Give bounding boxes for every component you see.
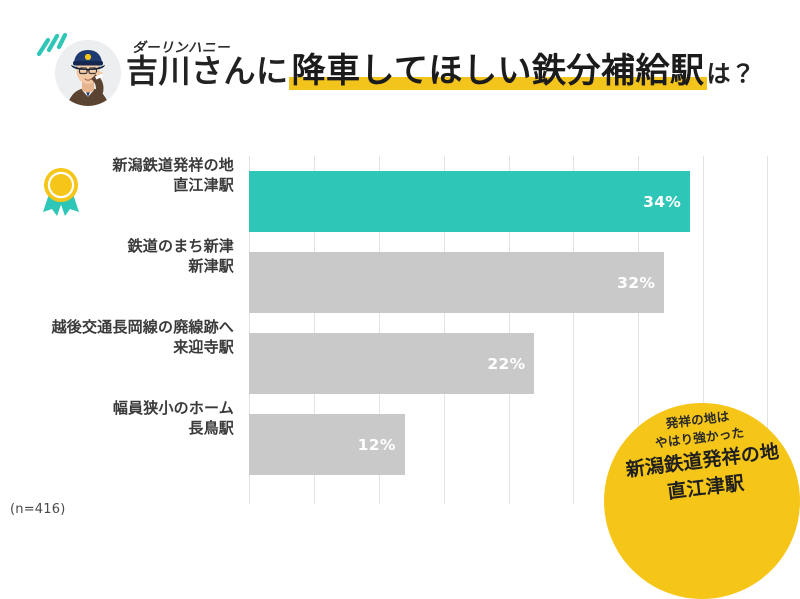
sample-size-note: (n=416) <box>10 502 66 517</box>
bar-row: 32% <box>249 252 768 313</box>
kicker-label: ダーリンハニー <box>132 40 230 55</box>
gridline <box>638 156 639 504</box>
category-label: 幅員狭小のホーム 長鳥駅 <box>4 399 234 439</box>
bar[interactable]: 32% <box>249 252 665 313</box>
bar-row: 22% <box>249 333 768 394</box>
gridline <box>573 156 574 504</box>
gridline <box>249 156 250 504</box>
gridline <box>703 156 704 504</box>
headline-prefix: 吉川さんに <box>126 53 289 89</box>
bar[interactable]: 22% <box>249 333 535 394</box>
winner-badge-text: 発祥の地は やはり強かった 新潟鉄道発祥の地 直江津駅 <box>604 403 800 513</box>
category-label-line2: 来迎寺駅 <box>173 338 234 356</box>
gridline <box>767 156 768 504</box>
winner-badge: 発祥の地は やはり強かった 新潟鉄道発祥の地 直江津駅 <box>604 403 800 599</box>
gridline <box>379 156 380 504</box>
gridline <box>444 156 445 504</box>
bar-row: 34% <box>249 171 768 232</box>
headline-suffix: は？ <box>706 61 756 88</box>
category-label: 鉄道のまち新津 新津駅 <box>4 237 234 277</box>
bar[interactable]: 34% <box>249 171 691 232</box>
avatar-group <box>36 32 121 106</box>
bar-value-label: 32% <box>617 273 656 292</box>
medal-icon <box>38 166 84 220</box>
category-label: 新潟鉄道発祥の地 直江津駅 <box>4 156 234 196</box>
bar-value-label: 12% <box>357 435 396 454</box>
bar-value-label: 34% <box>643 192 682 211</box>
gridline <box>314 156 315 504</box>
plot-area: 34% 32% 22% 12% <box>249 156 768 504</box>
category-label: 越後交通長岡線の廃線跡へ 来迎寺駅 <box>4 318 234 358</box>
category-label-line2: 長鳥駅 <box>188 419 234 437</box>
speed-lines-icon <box>33 28 68 64</box>
bar-value-label: 22% <box>487 354 526 373</box>
title-block: ダーリンハニー 吉川さんに降車してほしい鉄分補給駅は？ <box>126 36 786 116</box>
gridline <box>509 156 510 504</box>
category-label-line2: 新津駅 <box>188 257 234 275</box>
category-label-line1: 新潟鉄道発祥の地 <box>112 157 234 174</box>
category-label-line1: 幅員狭小のホーム <box>112 400 234 417</box>
bar-row: 12% <box>249 414 768 475</box>
category-label-line1: 越後交通長岡線の廃線跡へ <box>51 319 234 336</box>
bar-chart: 新潟鉄道発祥の地 直江津駅 鉄道のまち新津 新津駅 越後交通長岡線の廃線跡へ 来… <box>0 128 800 530</box>
avatar <box>55 40 121 106</box>
page-title: 吉川さんに降車してほしい鉄分補給駅は？ <box>126 52 756 90</box>
header: ダーリンハニー 吉川さんに降車してほしい鉄分補給駅は？ <box>0 0 800 128</box>
headline-highlight: 降車してほしい鉄分補給駅 <box>288 52 707 90</box>
bar[interactable]: 12% <box>249 414 405 475</box>
category-label-line2: 直江津駅 <box>173 176 234 194</box>
category-label-line1: 鉄道のまち新津 <box>127 238 234 255</box>
